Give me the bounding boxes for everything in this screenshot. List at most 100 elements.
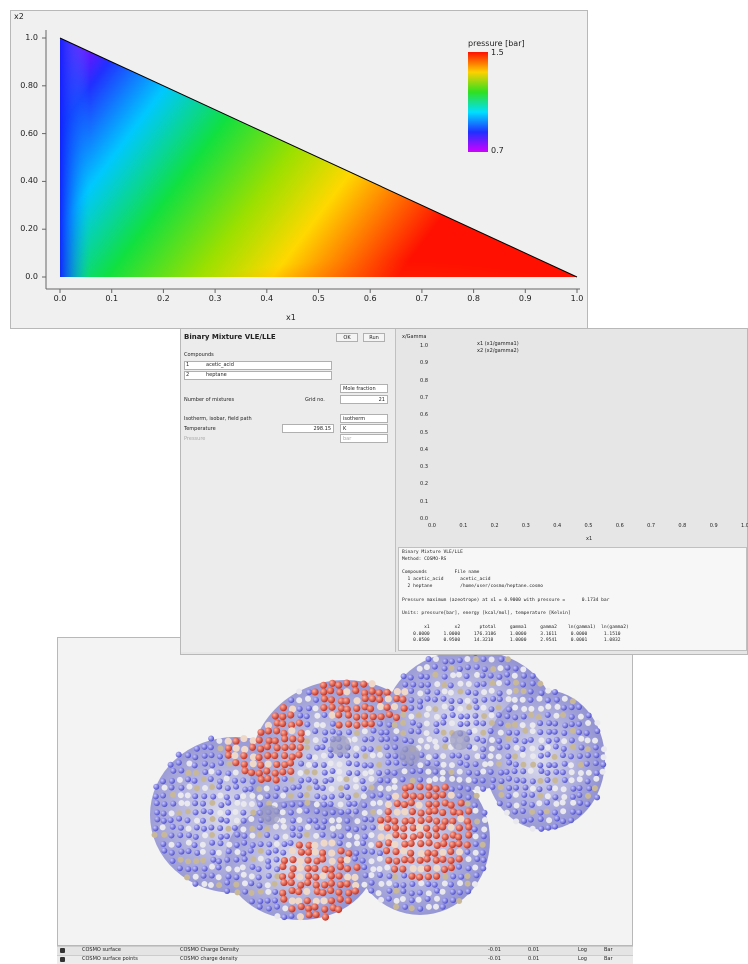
surface-point [447, 682, 454, 689]
surface-point [416, 783, 424, 791]
ok-button[interactable]: OK [336, 333, 358, 342]
run-button[interactable]: Run [363, 333, 385, 342]
surface-point [312, 728, 319, 735]
surface-point [503, 809, 510, 816]
surface-point [320, 704, 328, 712]
surface-point [497, 665, 504, 672]
surface-point [240, 734, 248, 743]
compound-field[interactable] [184, 361, 332, 370]
surface-point [417, 849, 425, 858]
surface-point [488, 656, 495, 663]
surface-point [177, 824, 184, 831]
surface-point [471, 881, 478, 888]
surface-point [425, 655, 432, 662]
surface-point [257, 775, 265, 784]
surface-point [409, 864, 417, 873]
surface-point [386, 887, 393, 894]
surface-point [520, 761, 527, 768]
boundary [59, 37, 578, 278]
log-toggle[interactable]: Log [578, 956, 587, 962]
surface-point [385, 752, 392, 759]
surface-point [303, 831, 310, 838]
surface-point [368, 775, 375, 782]
surface-point [226, 760, 233, 767]
y-tick-label: 0.7 [420, 394, 428, 401]
surface-point [513, 818, 520, 825]
surface-point [362, 872, 369, 879]
surface-point [569, 698, 576, 705]
surface-point [376, 769, 383, 776]
points-field[interactable]: 21 [340, 395, 388, 404]
temperature-unit[interactable]: K [340, 424, 388, 433]
bar-toggle[interactable]: Bar [604, 947, 613, 953]
surface-point [280, 751, 289, 760]
x-tick-label: 0.0 [428, 523, 436, 529]
output-line: Method: COSMO-RS [402, 556, 447, 562]
surface-point [215, 849, 222, 856]
surface-point [511, 721, 518, 728]
surface-point [440, 761, 447, 768]
surface-point [360, 785, 367, 792]
compound-field[interactable] [184, 371, 332, 380]
surface-point [490, 695, 497, 702]
surface-point [320, 752, 327, 759]
colorbar-max: 1.5 [491, 48, 504, 57]
x-tick-label: 0.3 [208, 294, 222, 303]
surface-point [480, 720, 487, 727]
surface-point [378, 736, 385, 743]
bar-toggle[interactable]: Bar [604, 956, 613, 962]
surface-point [232, 759, 240, 767]
surface-point [224, 785, 231, 792]
y-tick-label: 0.0 [420, 516, 428, 522]
surface-point [202, 832, 209, 839]
surface-point [208, 735, 215, 742]
surface-point [441, 880, 448, 887]
surface-point [512, 761, 519, 768]
surface-point [441, 681, 448, 688]
surface-point [399, 847, 408, 855]
surface-point [335, 681, 343, 689]
surface-point [480, 655, 487, 662]
surface-point [288, 847, 296, 855]
surface-point [584, 746, 591, 753]
log-toggle[interactable]: Log [578, 947, 587, 953]
surface-point [345, 849, 353, 858]
surface-point [425, 815, 433, 823]
surface-point [296, 705, 303, 712]
surface-point [455, 840, 463, 848]
visibility-toggle[interactable] [60, 948, 65, 953]
surface-point [306, 753, 313, 760]
surface-point [537, 792, 544, 799]
surface-point [401, 872, 408, 879]
surface-point [600, 761, 607, 768]
path-dropdown[interactable]: isotherm [340, 414, 388, 423]
surface-point [423, 720, 430, 727]
surface-point [577, 799, 584, 806]
surface-point [383, 735, 390, 742]
visibility-toggle[interactable] [60, 957, 65, 962]
fraction-dropdown[interactable]: Mole fraction [340, 384, 388, 393]
range-min: -0.01 [488, 947, 501, 953]
surface-point [432, 831, 440, 840]
surface-point [521, 705, 528, 712]
surface-point [408, 696, 415, 703]
surface-point [536, 695, 543, 702]
surface-point [472, 849, 479, 856]
surface-point [505, 802, 512, 809]
surface-point [431, 849, 439, 857]
surface-point [592, 737, 599, 744]
surface-point [194, 849, 201, 856]
surface-point [465, 856, 472, 863]
surface-point [536, 786, 543, 793]
surface-point [361, 689, 369, 697]
surface-point [441, 665, 448, 672]
surface-point [344, 752, 351, 759]
surface-point [431, 696, 438, 703]
surface-point [567, 753, 574, 760]
x-tick-label: 0.0 [53, 294, 67, 303]
surface-point [248, 880, 255, 887]
temperature-field[interactable]: 298.15 [282, 424, 334, 433]
surface-point [343, 705, 351, 713]
surface-point [209, 863, 216, 870]
surface-point [362, 736, 369, 743]
